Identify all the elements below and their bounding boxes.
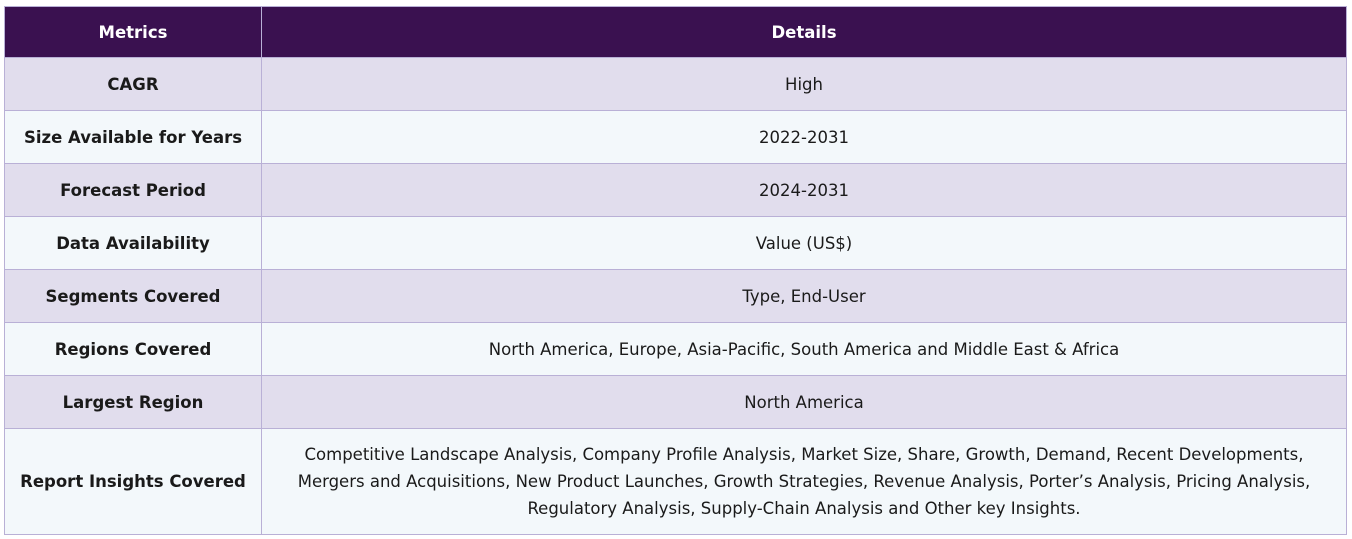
metric-segments-covered: Segments Covered: [4, 269, 262, 323]
metric-size-years: Size Available for Years: [4, 110, 262, 164]
table-header: Metrics Details: [4, 6, 1347, 58]
metric-cagr: CAGR: [4, 57, 262, 111]
header-metrics: Metrics: [4, 6, 262, 58]
header-details: Details: [261, 6, 1347, 58]
detail-forecast-period: 2024-2031: [261, 163, 1347, 217]
table-row: Largest Region North America: [4, 375, 1347, 429]
table-row: CAGR High: [4, 57, 1347, 111]
detail-regions-covered: North America, Europe, Asia-Pacific, Sou…: [261, 322, 1347, 376]
detail-size-years: 2022-2031: [261, 110, 1347, 164]
header-row: Metrics Details: [4, 6, 1347, 58]
table-row: Data Availability Value (US$): [4, 216, 1347, 270]
metric-data-availability: Data Availability: [4, 216, 262, 270]
table-row: Forecast Period 2024-2031: [4, 163, 1347, 217]
table-row: Size Available for Years 2022-2031: [4, 110, 1347, 164]
metric-forecast-period: Forecast Period: [4, 163, 262, 217]
metrics-table: Metrics Details CAGR High Size Available…: [4, 6, 1347, 535]
detail-data-availability: Value (US$): [261, 216, 1347, 270]
detail-cagr: High: [261, 57, 1347, 111]
table-row: Report Insights Covered Competitive Land…: [4, 428, 1347, 535]
table-row: Regions Covered North America, Europe, A…: [4, 322, 1347, 376]
detail-largest-region: North America: [261, 375, 1347, 429]
metric-regions-covered: Regions Covered: [4, 322, 262, 376]
table-body: CAGR High Size Available for Years 2022-…: [4, 57, 1347, 535]
detail-segments-covered: Type, End-User: [261, 269, 1347, 323]
detail-report-insights: Competitive Landscape Analysis, Company …: [261, 428, 1347, 535]
metric-report-insights: Report Insights Covered: [4, 428, 262, 535]
table-row: Segments Covered Type, End-User: [4, 269, 1347, 323]
metric-largest-region: Largest Region: [4, 375, 262, 429]
